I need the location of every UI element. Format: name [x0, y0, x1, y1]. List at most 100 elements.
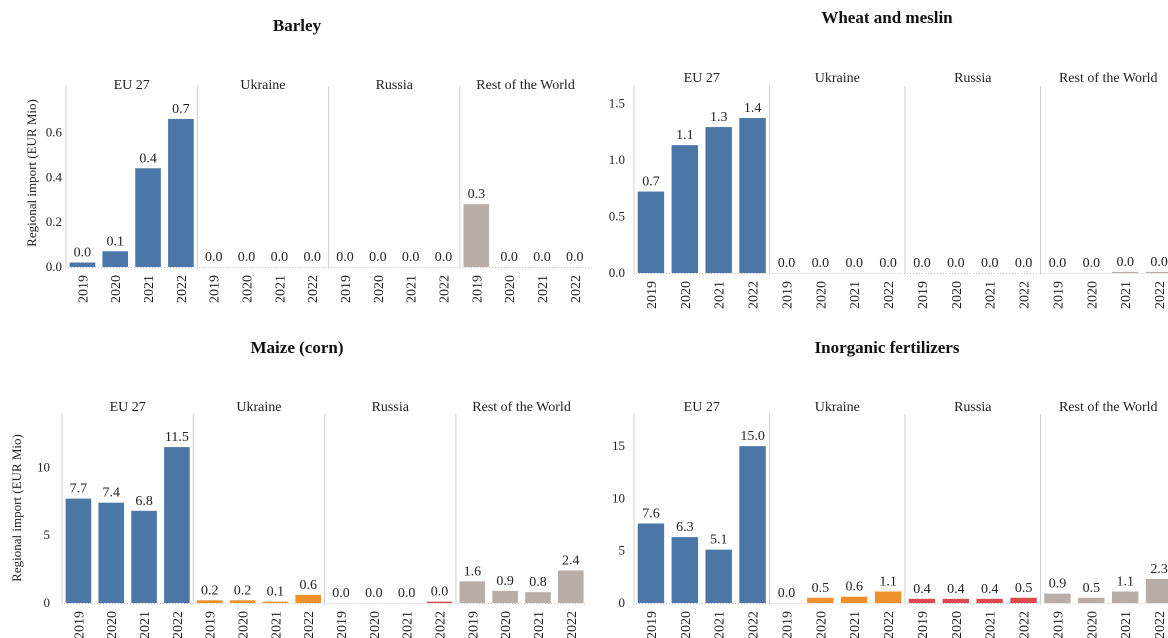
bar	[671, 537, 699, 603]
data-label: 0.0	[913, 256, 931, 271]
x-tick-label: 2019	[204, 611, 219, 638]
facet-label: Rest of the World	[476, 78, 575, 93]
bar	[671, 145, 699, 273]
bar	[1010, 597, 1037, 603]
bar	[807, 597, 834, 603]
x-tick-label: 2019	[645, 281, 660, 309]
facet-label: EU 27	[684, 400, 720, 415]
data-label: 0.0	[1083, 256, 1101, 271]
data-label: 0.4	[981, 582, 999, 597]
bar	[908, 598, 936, 603]
y-tick-label: 0	[619, 595, 626, 610]
x-tick-label: 2021	[405, 275, 420, 303]
data-label: 0.7	[172, 102, 190, 117]
bar	[1078, 597, 1105, 603]
bar	[102, 251, 129, 267]
bar	[69, 262, 96, 267]
data-label: 7.4	[102, 486, 120, 501]
facet-label: EU 27	[110, 400, 146, 415]
bar	[525, 592, 551, 603]
data-label: 0.0	[778, 586, 796, 601]
data-label: 5.1	[710, 533, 728, 548]
x-tick-label: 2020	[814, 281, 829, 309]
data-label: 0.0	[74, 246, 92, 261]
facets: 0.0 0.2 0.4 0.6 EU 27 0.0 2019 0.1 2020 0.4 2021 0.…	[46, 78, 590, 303]
x-tick-label: 2021	[1119, 281, 1134, 309]
x-tick-label: 2022	[747, 281, 762, 309]
data-label: 0.0	[947, 256, 965, 271]
y-axis-label: Regional import (EUR Mio)	[9, 434, 24, 582]
bar	[492, 590, 518, 603]
data-label: 11.5	[165, 430, 189, 445]
x-tick-label: 2019	[208, 275, 223, 303]
y-tick-label: 0.2	[46, 214, 62, 229]
x-tick-label: 2022	[1018, 611, 1033, 638]
x-tick-label: 2019	[916, 281, 931, 309]
data-label: 0.1	[106, 234, 124, 249]
y-tick-label: 1.5	[609, 95, 625, 110]
data-label: 0.6	[299, 578, 317, 593]
x-tick-label: 2022	[433, 611, 448, 638]
y-tick-label: 5	[44, 527, 51, 542]
data-label: 0.5	[1083, 581, 1101, 596]
x-tick-label: 2020	[499, 611, 514, 638]
bar	[637, 191, 665, 273]
bar	[942, 598, 970, 603]
data-label: 1.3	[710, 110, 728, 125]
data-label: 0.0	[500, 250, 518, 265]
x-tick-label: 2020	[814, 611, 829, 638]
facet-label: Russia	[372, 400, 410, 415]
data-label: 0.0	[336, 250, 354, 265]
x-tick-label: 2020	[109, 275, 124, 303]
facet-label: Ukraine	[815, 71, 860, 86]
wheat-panel: Wheat and meslin 0.0 0.5 1.0 1.5 EU 27 0.7 201…	[609, 8, 1168, 309]
facet-label: Ukraine	[240, 78, 285, 93]
x-tick-label: 2019	[780, 611, 795, 638]
data-label: 0.0	[1116, 255, 1134, 270]
x-tick-label: 2022	[565, 611, 580, 638]
bar	[1145, 271, 1168, 273]
facet-label: Russia	[954, 71, 992, 86]
data-label: 0.0	[533, 250, 551, 265]
facet-label: Russia	[954, 400, 992, 415]
x-tick-label: 2020	[1085, 281, 1100, 309]
x-tick-label: 2019	[470, 275, 485, 303]
data-label: 1.1	[1116, 574, 1134, 589]
x-tick-label: 2021	[848, 281, 863, 309]
y-tick-label: 0.0	[46, 259, 62, 274]
data-label: 0.0	[1150, 255, 1168, 270]
bar	[196, 600, 223, 603]
bar	[874, 591, 902, 603]
x-tick-label: 2020	[105, 611, 120, 638]
data-label: 0.0	[332, 586, 350, 601]
fertilizers-panel: Inorganic fertilizers 0 5 10 15 EU 27 7.6 2019…	[612, 338, 1168, 638]
bar	[168, 118, 194, 267]
y-tick-label: 0	[44, 595, 51, 610]
x-tick-label: 2021	[713, 281, 728, 309]
bar	[295, 594, 321, 603]
bar	[557, 570, 584, 603]
x-tick-label: 2019	[339, 275, 354, 303]
x-tick-label: 2021	[532, 611, 547, 638]
x-tick-label: 2020	[950, 611, 965, 638]
data-label: 0.0	[845, 256, 863, 271]
y-tick-label: 1.0	[609, 152, 625, 167]
data-label: 0.2	[234, 583, 252, 598]
data-label: 0.0	[238, 250, 256, 265]
facets: 0 5 10 15 EU 27 7.6 2019 6.3 2020 5.1 2021 15.0 2022…	[612, 400, 1168, 638]
facets: 0 5 10 EU 27 7.7 2019 7.4 2020 6.8 2021 11.5 2022 Uk…	[37, 400, 586, 638]
x-tick-label: 2020	[950, 281, 965, 309]
data-label: 0.2	[201, 583, 219, 598]
y-tick-label: 0.6	[46, 124, 63, 139]
x-tick-label: 2019	[780, 281, 795, 309]
data-label: 0.0	[1049, 256, 1067, 271]
panel-title: Maize (corn)	[251, 338, 344, 357]
x-tick-label: 2019	[72, 611, 87, 638]
y-axis-label: Regional import (EUR Mio)	[24, 99, 39, 247]
x-tick-label: 2020	[1085, 611, 1100, 638]
facet-label: Russia	[376, 78, 414, 93]
y-tick-label: 15	[612, 438, 625, 453]
data-label: 0.0	[402, 250, 420, 265]
bar	[840, 596, 868, 603]
